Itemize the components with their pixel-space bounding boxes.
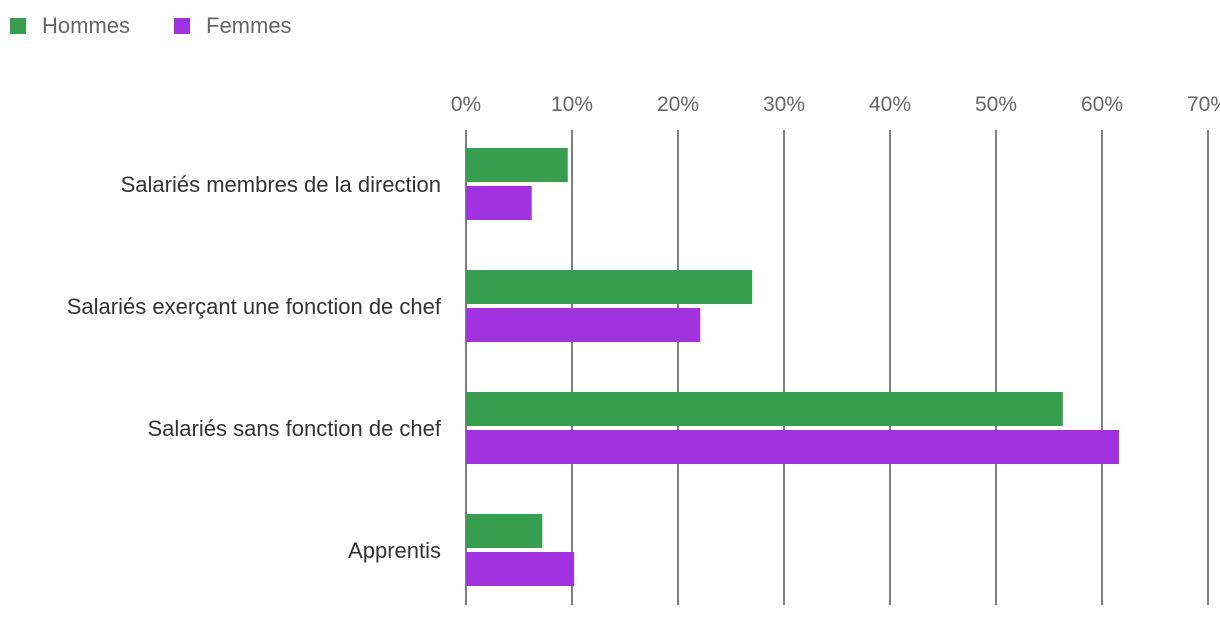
bar-femmes-2 xyxy=(466,430,1119,464)
gridlines xyxy=(465,130,1209,605)
bar-hommes-3 xyxy=(466,514,543,548)
bar-femmes-1 xyxy=(466,308,701,342)
x-tick-label-50: 50% xyxy=(975,93,1017,116)
bar-hommes-1 xyxy=(466,270,753,304)
category-label-0: Salariés membres de la direction xyxy=(121,172,441,197)
category-label-1: Salariés exerçant une fonction de chef xyxy=(67,294,442,319)
category-labels: Salariés membres de la direction Salariés… xyxy=(67,172,442,563)
bar-hommes-2 xyxy=(466,392,1063,426)
x-tick-label-10: 10% xyxy=(551,93,593,116)
legend-label-femmes: Femmes xyxy=(206,13,292,38)
x-tick-label-20: 20% xyxy=(657,93,699,116)
legend-swatch-femmes xyxy=(174,18,190,34)
category-label-3: Apprentis xyxy=(348,538,441,563)
bar-femmes-3 xyxy=(466,552,575,586)
legend: Hommes Femmes xyxy=(10,13,292,38)
x-tick-label-70: 70% xyxy=(1187,93,1220,116)
legend-swatch-hommes xyxy=(10,18,26,34)
bars xyxy=(466,148,1119,586)
legend-label-hommes: Hommes xyxy=(42,13,130,38)
x-tick-label-60: 60% xyxy=(1081,93,1123,116)
x-axis-ticks: 0% 10% 20% 30% 40% 50% 60% 70% xyxy=(451,93,1220,116)
category-label-2: Salariés sans fonction de chef xyxy=(147,416,441,441)
bar-hommes-0 xyxy=(466,148,568,182)
x-tick-label-30: 30% xyxy=(763,93,805,116)
x-tick-label-0: 0% xyxy=(451,93,481,116)
x-tick-label-40: 40% xyxy=(869,93,911,116)
bar-femmes-0 xyxy=(466,186,532,220)
